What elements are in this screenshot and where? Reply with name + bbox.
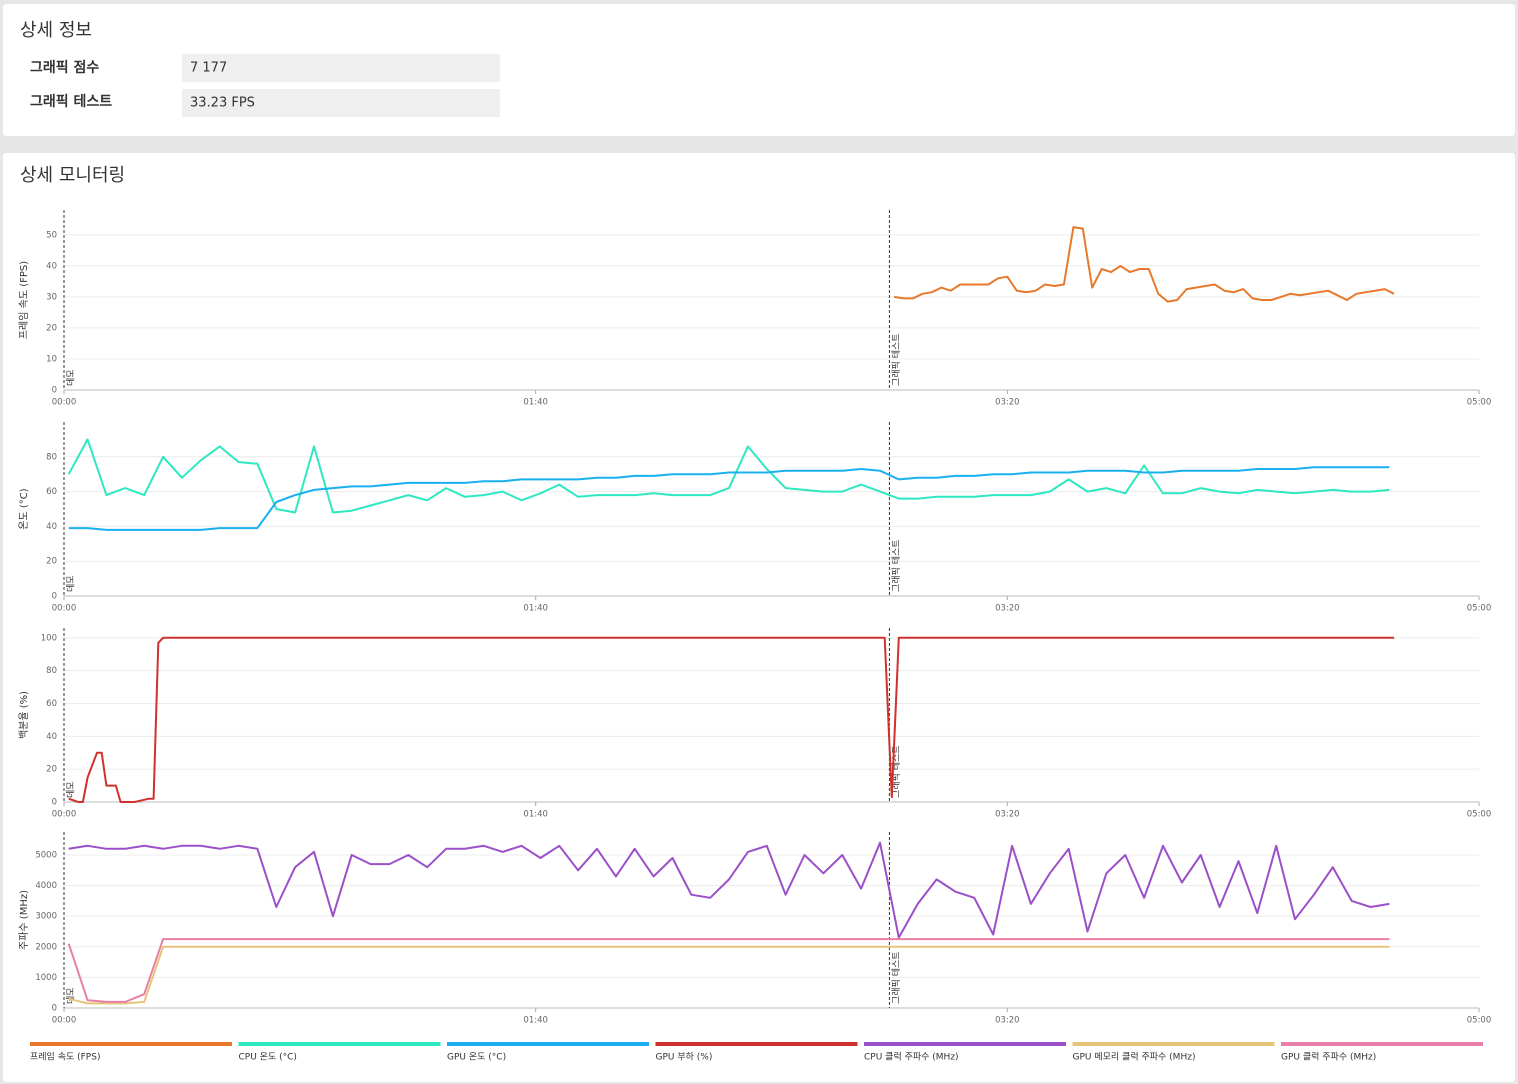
monitoring-panel xyxy=(3,153,1515,1082)
legend-label: GPU 부하 (%) xyxy=(656,1052,713,1063)
x-tick-label: 01:40 xyxy=(523,1016,548,1026)
y-tick-label: 40 xyxy=(46,261,57,271)
y-tick-label: 0 xyxy=(52,1004,57,1014)
legend-swatch xyxy=(238,1042,441,1046)
x-tick-label: 00:00 xyxy=(52,604,77,614)
row-value: 33.23 FPS xyxy=(190,96,255,111)
marker-label: 데모 xyxy=(66,781,77,798)
y-tick-label: 80 xyxy=(46,452,57,462)
legend-swatch xyxy=(1281,1042,1483,1046)
y-tick-label: 10 xyxy=(46,354,57,364)
x-tick-label: 00:00 xyxy=(52,398,77,408)
y-tick-label: 20 xyxy=(46,557,57,567)
y-tick-label: 2000 xyxy=(35,942,57,952)
x-tick-label: 03:20 xyxy=(995,1016,1020,1026)
marker-label: 데모 xyxy=(66,369,77,386)
x-tick-label: 00:00 xyxy=(52,810,77,820)
y-tick-label: 3000 xyxy=(35,912,57,922)
x-tick-label: 01:40 xyxy=(523,810,548,820)
marker-label: 데모 xyxy=(66,987,77,1004)
x-tick-label: 01:40 xyxy=(523,604,548,614)
y-tick-label: 5000 xyxy=(35,850,57,860)
marker-label: 그래픽 테스트 xyxy=(891,951,902,1004)
marker-label: 데모 xyxy=(66,575,77,592)
y-axis-label: 프레임 속도 (FPS) xyxy=(17,261,30,339)
x-tick-label: 05:00 xyxy=(1467,810,1492,820)
x-tick-label: 03:20 xyxy=(995,604,1020,614)
row-value: 7 177 xyxy=(190,61,227,76)
y-tick-label: 30 xyxy=(46,292,57,302)
legend-label: CPU 클럭 주파수 (MHz) xyxy=(864,1051,959,1063)
y-axis-label: 백분율 (%) xyxy=(18,691,30,739)
x-tick-label: 05:00 xyxy=(1467,398,1492,408)
y-tick-label: 1000 xyxy=(35,973,57,983)
y-tick-label: 0 xyxy=(52,592,57,602)
series-line xyxy=(68,841,1390,939)
legend-swatch xyxy=(864,1042,1066,1046)
y-tick-label: 100 xyxy=(41,633,57,643)
legend-swatch xyxy=(447,1042,649,1046)
series-line xyxy=(68,636,1395,803)
legend-label: GPU 온도 (°C) xyxy=(447,1052,506,1063)
y-tick-label: 40 xyxy=(46,522,57,532)
y-axis-label: 온도 (°C) xyxy=(18,488,30,529)
y-tick-label: 60 xyxy=(46,487,57,497)
legend-swatch xyxy=(655,1042,858,1046)
row-label: 그래픽 점수 xyxy=(30,59,99,76)
details-title: 상세 정보 xyxy=(20,20,92,41)
series-line xyxy=(68,945,1390,1005)
marker-label: 그래픽 테스트 xyxy=(891,539,902,592)
y-tick-label: 80 xyxy=(46,666,57,676)
y-tick-label: 60 xyxy=(46,699,57,709)
legend-label: GPU 메모리 클럭 주파수 (MHz) xyxy=(1073,1051,1196,1063)
value-box xyxy=(182,89,500,117)
series-line xyxy=(68,466,1390,531)
legend-swatch xyxy=(1072,1042,1275,1046)
series-line xyxy=(67,938,1390,1003)
y-tick-label: 20 xyxy=(46,323,57,333)
x-tick-label: 00:00 xyxy=(52,1016,77,1026)
y-tick-label: 4000 xyxy=(35,881,57,891)
y-tick-label: 20 xyxy=(46,765,57,775)
x-tick-label: 03:20 xyxy=(995,398,1020,408)
monitoring-title: 상세 모니터링 xyxy=(20,165,125,186)
row-label: 그래픽 테스트 xyxy=(30,93,112,110)
y-tick-label: 50 xyxy=(46,230,57,240)
y-axis-label: 주파수 (MHz) xyxy=(18,890,30,950)
legend-label: GPU 클럭 주파수 (MHz) xyxy=(1281,1051,1376,1063)
marker-label: 그래픽 테스트 xyxy=(891,745,902,798)
marker-label: 그래픽 테스트 xyxy=(891,333,902,386)
value-box xyxy=(182,54,500,82)
y-tick-label: 0 xyxy=(52,798,57,808)
x-tick-label: 01:40 xyxy=(523,398,548,408)
series-line xyxy=(67,438,1390,514)
y-tick-label: 40 xyxy=(46,732,57,742)
legend-label: 프레임 속도 (FPS) xyxy=(30,1051,100,1063)
x-tick-label: 03:20 xyxy=(995,810,1020,820)
x-tick-label: 05:00 xyxy=(1467,1016,1492,1026)
x-tick-label: 05:00 xyxy=(1467,604,1492,614)
series-line xyxy=(893,226,1395,303)
y-tick-label: 0 xyxy=(52,386,57,396)
legend-label: CPU 온도 (°C) xyxy=(239,1052,297,1063)
legend-swatch xyxy=(30,1042,232,1046)
